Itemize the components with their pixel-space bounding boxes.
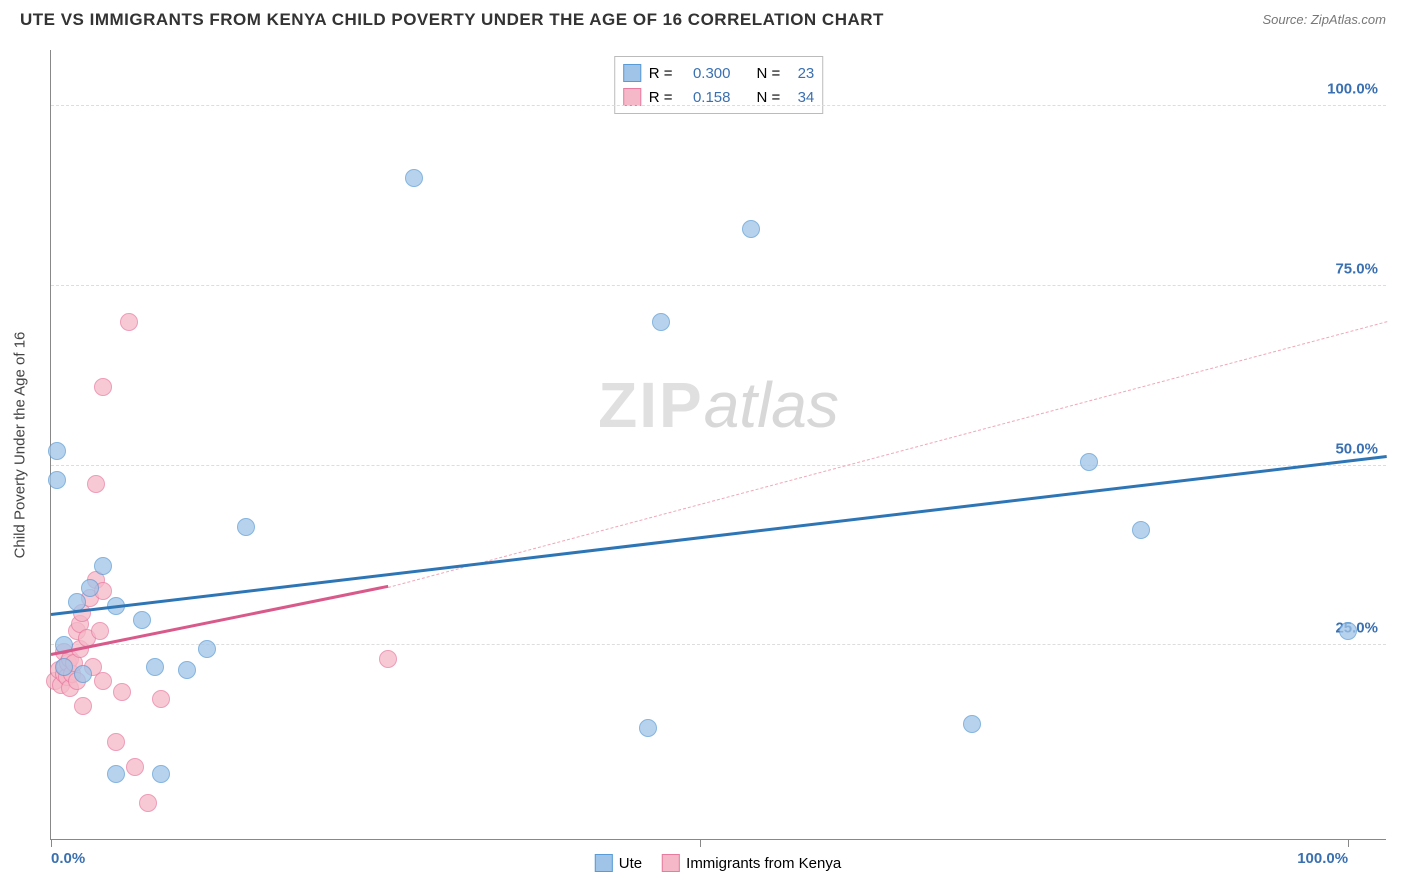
data-point-kenya [113, 683, 131, 701]
data-point-kenya [120, 313, 138, 331]
data-point-ute [178, 661, 196, 679]
watermark-zip: ZIP [598, 369, 704, 441]
data-point-kenya [94, 378, 112, 396]
trend-line [388, 321, 1387, 588]
swatch-kenya [623, 88, 641, 106]
legend-bottom: Ute Immigrants from Kenya [595, 854, 841, 872]
data-point-ute [1339, 622, 1357, 640]
chart-container: Child Poverty Under the Age of 16 ZIPatl… [50, 50, 1386, 840]
data-point-ute [405, 169, 423, 187]
data-point-ute [146, 658, 164, 676]
data-point-ute [1132, 521, 1150, 539]
y-tick-label: 50.0% [1335, 440, 1378, 457]
source-attribution: Source: ZipAtlas.com [1262, 11, 1386, 29]
data-point-ute [963, 715, 981, 733]
data-point-ute [94, 557, 112, 575]
data-point-kenya [91, 622, 109, 640]
data-point-kenya [87, 475, 105, 493]
r-value-ute: 0.300 [681, 65, 731, 82]
n-label: N = [757, 65, 781, 82]
r-value-kenya: 0.158 [681, 89, 731, 106]
data-point-ute [652, 313, 670, 331]
data-point-ute [74, 665, 92, 683]
swatch-ute [623, 64, 641, 82]
stats-row-ute: R = 0.300 N = 23 [623, 61, 815, 85]
data-point-kenya [126, 758, 144, 776]
r-label: R = [649, 89, 673, 106]
gridline [51, 105, 1386, 106]
data-point-kenya [107, 733, 125, 751]
watermark: ZIPatlas [598, 368, 839, 442]
source-prefix: Source: [1262, 12, 1310, 27]
x-tick-label: 100.0% [1297, 850, 1348, 867]
legend-item-kenya: Immigrants from Kenya [662, 854, 841, 872]
data-point-ute [107, 765, 125, 783]
data-point-ute [639, 719, 657, 737]
gridline [51, 644, 1386, 645]
x-tick [51, 839, 52, 847]
x-tick [700, 839, 701, 847]
watermark-atlas: atlas [704, 369, 839, 441]
data-point-kenya [139, 794, 157, 812]
y-tick-label: 100.0% [1327, 81, 1378, 98]
data-point-ute [198, 640, 216, 658]
data-point-ute [55, 658, 73, 676]
data-point-ute [152, 765, 170, 783]
chart-title: UTE VS IMMIGRANTS FROM KENYA CHILD POVER… [20, 10, 884, 30]
trend-line [51, 455, 1387, 616]
gridline [51, 465, 1386, 466]
source-name: ZipAtlas.com [1311, 12, 1386, 27]
n-label: N = [757, 89, 781, 106]
y-axis-label: Child Poverty Under the Age of 16 [12, 332, 29, 559]
legend-label-kenya: Immigrants from Kenya [686, 855, 841, 872]
gridline [51, 285, 1386, 286]
swatch-ute [595, 854, 613, 872]
data-point-kenya [152, 690, 170, 708]
data-point-ute [48, 471, 66, 489]
data-point-ute [742, 220, 760, 238]
data-point-ute [1080, 453, 1098, 471]
data-point-kenya [94, 672, 112, 690]
legend-label-ute: Ute [619, 855, 642, 872]
data-point-kenya [74, 697, 92, 715]
plot-area: ZIPatlas R = 0.300 N = 23 R = 0.158 N = … [50, 50, 1386, 840]
x-tick [1348, 839, 1349, 847]
x-tick-label: 0.0% [51, 850, 85, 867]
legend-item-ute: Ute [595, 854, 642, 872]
swatch-kenya [662, 854, 680, 872]
data-point-ute [237, 518, 255, 536]
n-value-ute: 23 [788, 65, 814, 82]
n-value-kenya: 34 [788, 89, 814, 106]
data-point-ute [133, 611, 151, 629]
y-tick-label: 75.0% [1335, 261, 1378, 278]
data-point-kenya [379, 650, 397, 668]
r-label: R = [649, 65, 673, 82]
data-point-ute [81, 579, 99, 597]
data-point-ute [48, 442, 66, 460]
